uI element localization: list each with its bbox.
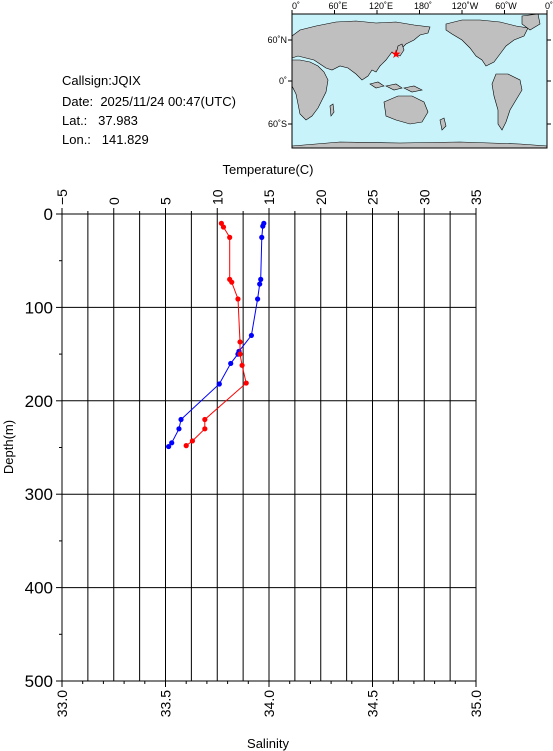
temperature-data-point — [259, 234, 265, 240]
land-south-america — [491, 73, 523, 131]
temperature-data-point — [166, 443, 172, 450]
callsign-label: Callsign: — [62, 73, 112, 88]
top-tick-label: 10 — [209, 189, 225, 205]
bottom-tick-label: 34.5 — [365, 690, 381, 717]
bottom-axis-label: Salinity — [247, 736, 289, 751]
map-lon-label-1: 60˚E — [328, 1, 347, 11]
map-lon-label-0: 0˚ — [292, 1, 300, 11]
map-lon-label-5: 60˚W — [495, 1, 517, 11]
map-ticks — [288, 10, 551, 125]
depth-tick-label: 0 — [44, 205, 53, 224]
temperature-data-point — [255, 296, 261, 302]
map-lat-label-2: 60˚S — [268, 119, 287, 129]
bottom-tick-label: 35.0 — [468, 690, 484, 717]
temperature-data-point — [228, 360, 234, 367]
top-axis-label: Temperature(C) — [222, 162, 313, 177]
callsign-value: JQIX — [111, 73, 141, 88]
top-tick-label: −5 — [54, 189, 70, 205]
callsign-line: Callsign:JQIX — [62, 73, 141, 89]
bottom-tick-label: 34.0 — [261, 690, 277, 717]
land-indonesia — [369, 81, 423, 93]
plot-grid — [62, 214, 476, 681]
salinity-data-point — [202, 416, 208, 423]
top-tick-label: 15 — [261, 189, 277, 205]
salinity-data-point — [239, 362, 245, 368]
lat-line: Lat.: 37.983 — [62, 113, 138, 129]
lat-value: 37.983 — [98, 113, 138, 128]
salinity-data-point — [229, 279, 235, 285]
lon-label: Lon.: — [62, 132, 91, 147]
top-tick-label: 0 — [106, 197, 122, 205]
temperature-data-point — [260, 223, 266, 229]
depth-tick-label: 300 — [25, 485, 53, 504]
map-lon-label-6: 0˚ — [545, 1, 553, 11]
top-tick-label: 5 — [158, 197, 174, 205]
map-lon-label-2: 120˚E — [369, 1, 393, 11]
date-value: 2025/11/24 00:47(UTC) — [100, 94, 236, 109]
map-lat-label-0: 60˚N — [267, 35, 287, 45]
land-australia — [383, 95, 429, 125]
depth-tick-label: 500 — [25, 672, 53, 691]
top-tick-label: 35 — [468, 189, 484, 205]
salinity-data-point — [220, 224, 227, 230]
salinity-data-point — [189, 438, 196, 444]
temperature-data-point — [178, 416, 184, 423]
date-label: Date: — [62, 94, 94, 109]
land-north-america — [445, 19, 529, 67]
land-new-zealand — [439, 117, 447, 131]
depth-tick-label: 100 — [25, 298, 53, 317]
world-map: 0˚ 60˚E 120˚E 180˚ 120˚W 60˚W 0˚ 60˚N 0˚… — [267, 1, 553, 149]
lon-value: 141.829 — [101, 132, 149, 147]
salinity-data-point — [237, 339, 243, 345]
land-eurasia — [291, 20, 431, 81]
lon-line: Lon.: 141.829 — [62, 132, 149, 148]
salinity-profile-line — [185, 223, 247, 447]
temperature-data-point — [169, 440, 175, 446]
salinity-data-point — [243, 380, 249, 386]
lat-label: Lat.: — [62, 113, 88, 128]
top-tick-label: 30 — [416, 189, 432, 205]
temperature-data-point — [176, 426, 182, 432]
land-madagascar — [329, 103, 335, 117]
map-lat-label-1: 0˚ — [279, 76, 287, 86]
map-lon-label-3: 180˚ — [414, 1, 432, 11]
depth-tick-label: 200 — [25, 392, 53, 411]
salinity-data-point — [183, 443, 189, 449]
salinity-data-point — [227, 234, 233, 240]
land-africa — [291, 59, 329, 121]
temperature-data-point — [216, 381, 222, 387]
depth-tick-label: 400 — [25, 579, 53, 598]
temperature-data-point — [257, 281, 263, 287]
temperature-data-point — [248, 332, 255, 339]
depth-axis-label: Depth(m) — [1, 420, 16, 474]
salinity-data-point — [235, 296, 241, 302]
station-marker-star-icon: ★ — [391, 47, 402, 61]
top-tick-label: 25 — [365, 189, 381, 205]
salinity-data-point — [237, 351, 243, 357]
plot-series — [166, 220, 267, 450]
salinity-data-point — [202, 426, 208, 432]
bottom-tick-label: 33.5 — [158, 690, 174, 717]
land-japan — [395, 43, 405, 57]
map-lon-label-4: 120˚W — [452, 1, 479, 11]
top-tick-label: 20 — [313, 189, 329, 205]
date-line: Date: 2025/11/24 00:47(UTC) — [62, 94, 236, 110]
bottom-tick-label: 33.0 — [54, 690, 70, 717]
temperature-data-point — [258, 276, 264, 282]
